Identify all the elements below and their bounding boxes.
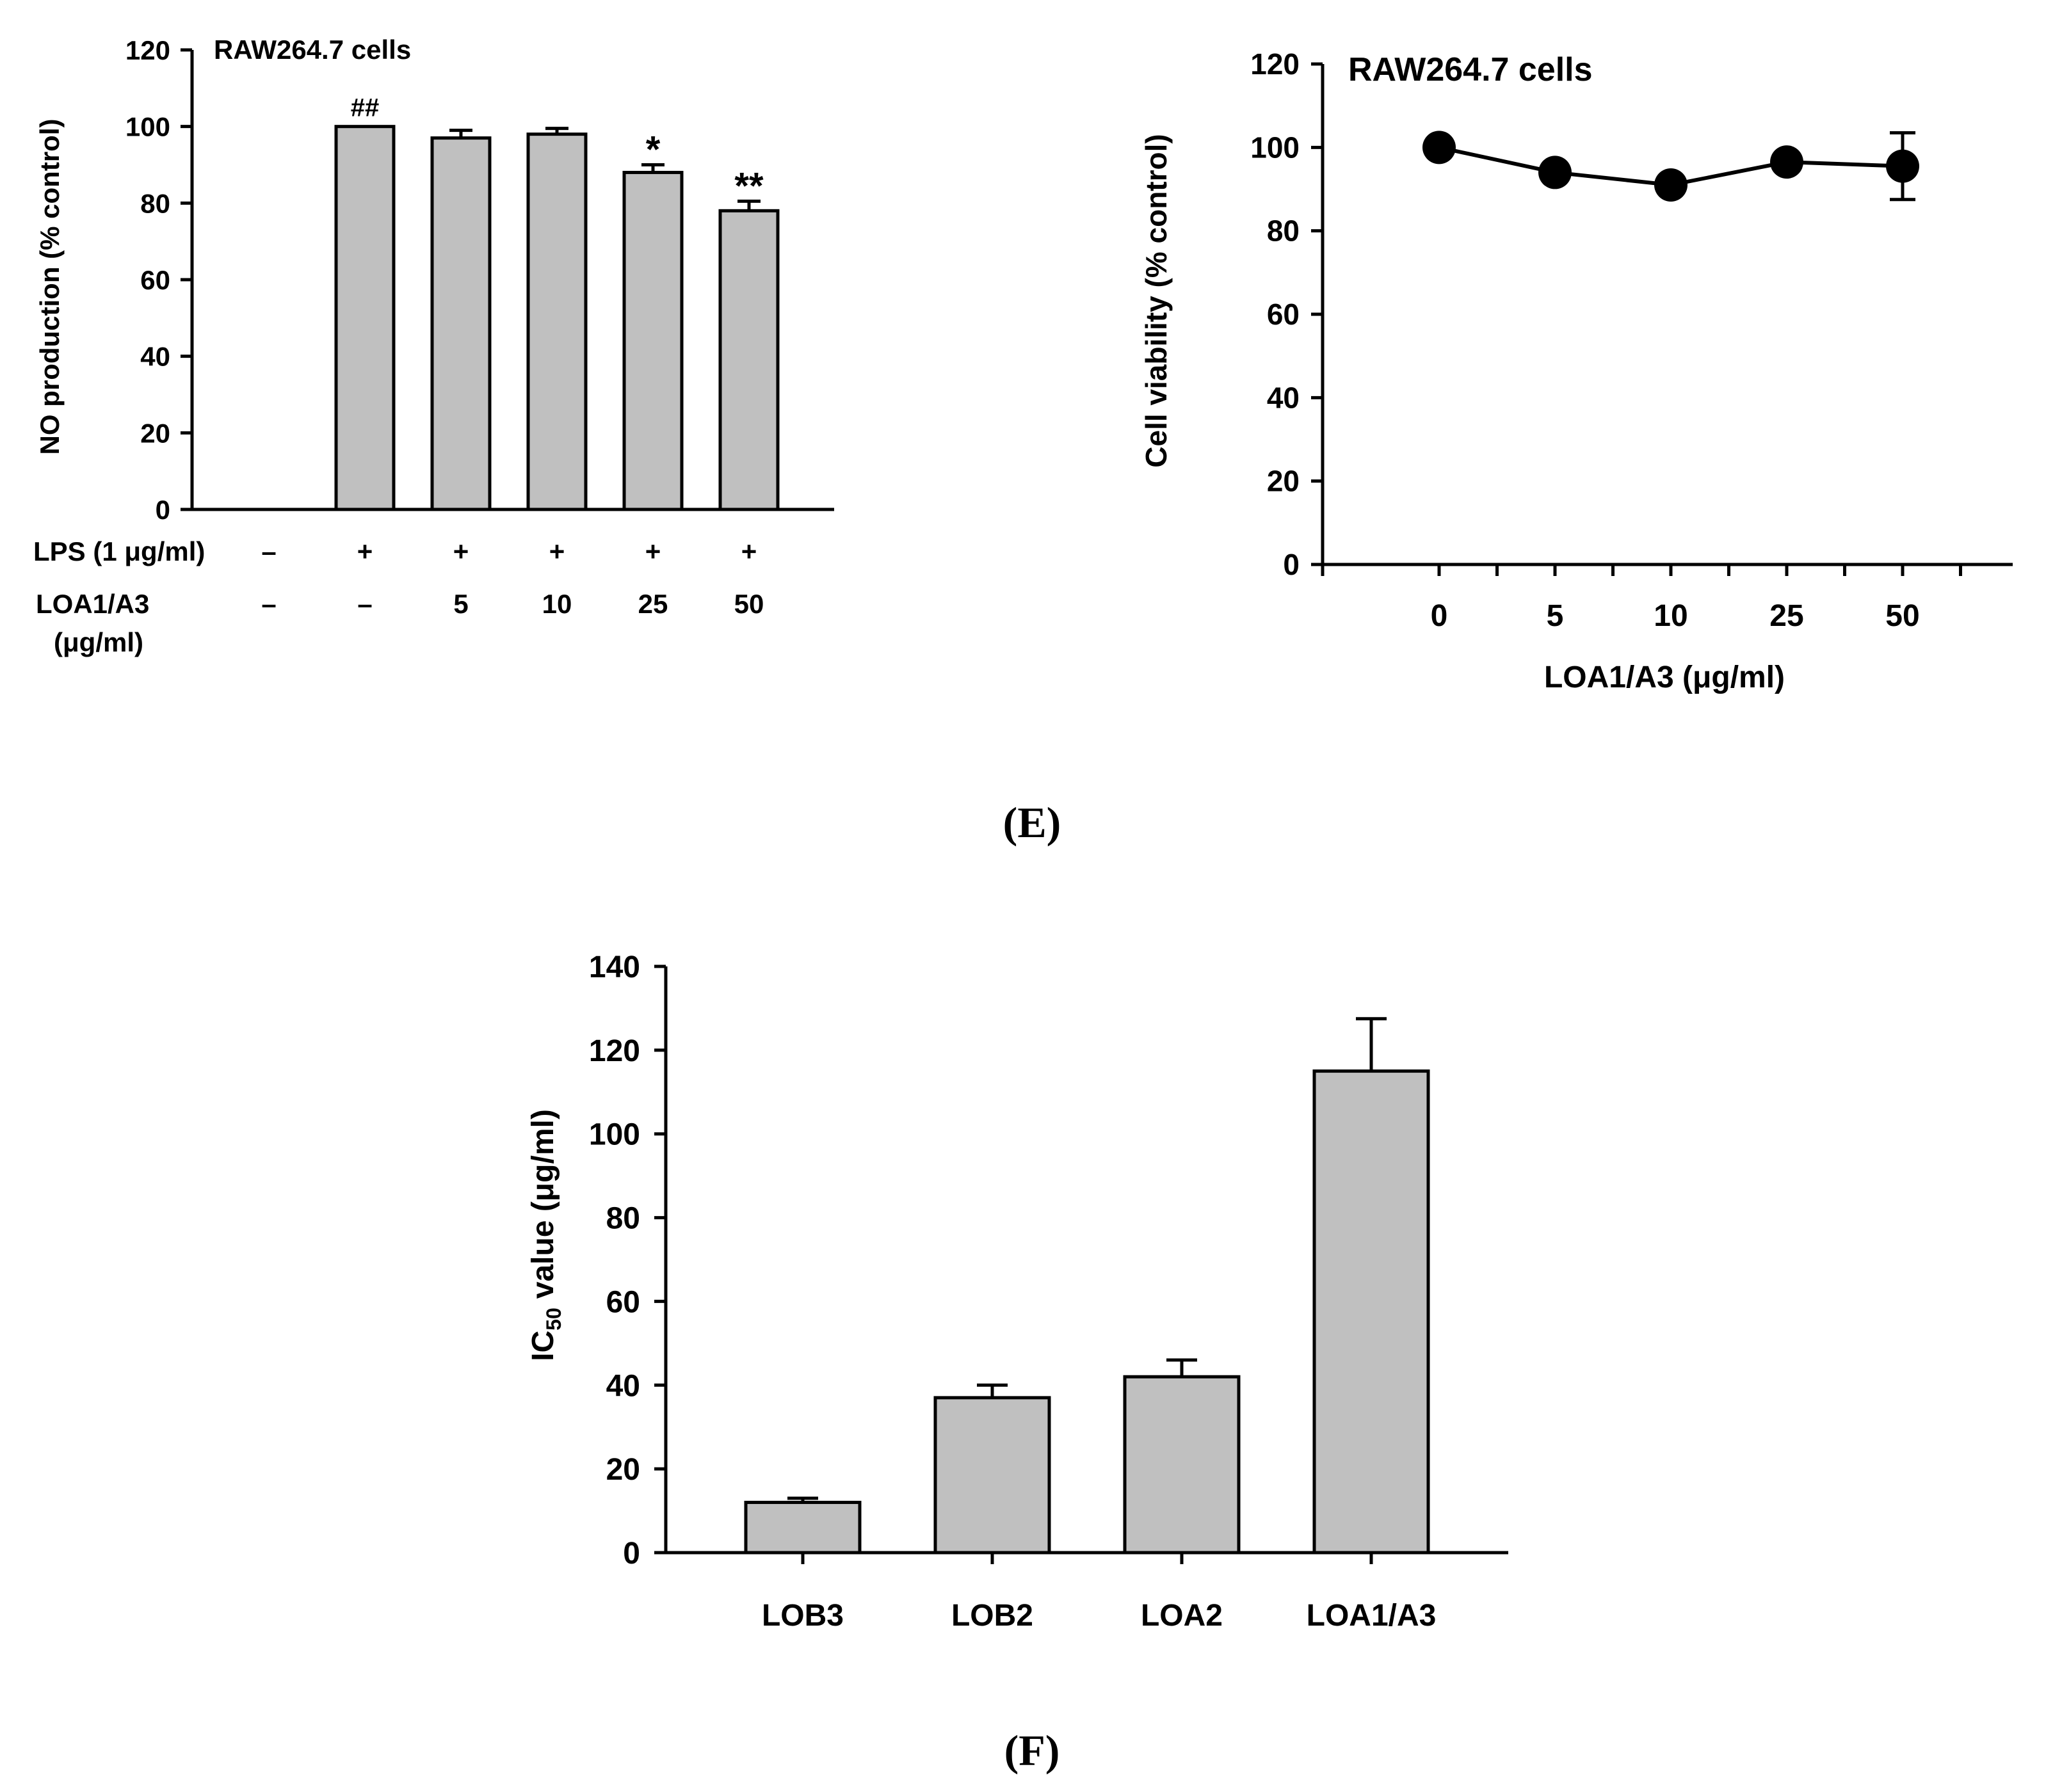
chart2-y-tick-label: 60 bbox=[1267, 298, 1300, 331]
chart1-bar bbox=[334, 125, 396, 511]
chart2-y-tick-label: 100 bbox=[1250, 131, 1300, 164]
chart1-y-axis-label: NO production (% control) bbox=[35, 119, 65, 455]
chart2-y-tick-label: 40 bbox=[1267, 381, 1300, 414]
chart1-y-tick-label: 40 bbox=[140, 342, 170, 372]
chart1-y-tick-label: 80 bbox=[140, 188, 170, 218]
chart3-bar bbox=[1123, 1375, 1241, 1555]
chart1-loa-value: 50 bbox=[734, 589, 764, 619]
chart3-y-tick-label: 0 bbox=[623, 1537, 640, 1571]
chart1-y-tick-label: 0 bbox=[156, 495, 170, 525]
chart1-lps-value: + bbox=[645, 536, 661, 566]
no-production-chart: RAW264.7 cells NO production (% control)… bbox=[33, 35, 834, 657]
chart3-y-label-rest: value (μg/ml) bbox=[526, 1109, 560, 1299]
chart1-lps-value: + bbox=[453, 536, 469, 566]
chart1-loa-row-label: LOA1/A3 bbox=[36, 589, 149, 619]
chart2-data-point bbox=[1538, 156, 1572, 189]
chart2-x-tick-label: 5 bbox=[1547, 599, 1564, 633]
chart1-bar bbox=[430, 136, 492, 511]
chart3-y-axis-label: IC50 value (μg/ml) bbox=[526, 1109, 565, 1361]
chart1-y-tick-label: 60 bbox=[140, 265, 170, 295]
chart3-category-label: LOA2 bbox=[1141, 1599, 1223, 1633]
chart2-y-tick-label: 80 bbox=[1267, 214, 1300, 248]
panel-label-f: (F) bbox=[1004, 1726, 1060, 1775]
chart3-y-tick-label: 140 bbox=[589, 950, 640, 984]
chart2-x-tick-label: 0 bbox=[1431, 599, 1448, 633]
chart2-x-tick-label: 50 bbox=[1885, 599, 1919, 633]
chart1-significance-label: ** bbox=[734, 165, 764, 207]
chart1-bar bbox=[718, 209, 780, 511]
chart1-loa-value: 25 bbox=[638, 589, 668, 619]
chart3-y-tick-label: 60 bbox=[606, 1285, 640, 1319]
chart1-loa-row-unit: (μg/ml) bbox=[54, 627, 143, 657]
chart3-y-label-main: IC bbox=[526, 1331, 560, 1361]
chart1-significance-label: * bbox=[646, 129, 661, 171]
chart1-lps-value: + bbox=[741, 536, 757, 566]
chart1-loa-value: 10 bbox=[542, 589, 572, 619]
chart2-data-point bbox=[1654, 168, 1688, 202]
chart1-loa-value: – bbox=[261, 589, 276, 619]
chart2-data-point bbox=[1422, 131, 1456, 164]
chart3-y-tick-label: 20 bbox=[606, 1453, 640, 1487]
chart3-y-tick-label: 100 bbox=[589, 1118, 640, 1152]
chart3-y-tick-label: 80 bbox=[606, 1202, 640, 1236]
chart1-loa-value: 5 bbox=[453, 589, 468, 619]
cell-viability-chart: RAW264.7 cells Cell viability (% control… bbox=[1140, 47, 2013, 694]
chart1-lps-value: + bbox=[549, 536, 565, 566]
chart3-bar bbox=[1312, 1069, 1430, 1555]
chart3-y-tick-label: 40 bbox=[606, 1369, 640, 1403]
chart3-category-label: LOA1/A3 bbox=[1307, 1599, 1437, 1633]
chart2-y-tick-label: 20 bbox=[1267, 465, 1300, 498]
chart3-category-label: LOB2 bbox=[951, 1599, 1033, 1633]
chart1-title: RAW264.7 cells bbox=[214, 35, 411, 65]
chart2-data-point bbox=[1770, 145, 1803, 179]
chart1-lps-value: + bbox=[357, 536, 373, 566]
ic50-chart: IC50 value (μg/ml) 0 20 40 60 80 100 120 140 LOB… bbox=[526, 950, 1508, 1633]
chart2-title: RAW264.7 cells bbox=[1348, 51, 1593, 88]
chart1-y-tick-label: 100 bbox=[125, 112, 170, 142]
chart2-y-axis-label: Cell viability (% control) bbox=[1140, 134, 1173, 467]
chart1-lps-value: – bbox=[261, 536, 276, 566]
chart2-y-tick-label: 120 bbox=[1250, 47, 1300, 81]
chart1-loa-value: – bbox=[357, 589, 372, 619]
chart1-bar bbox=[622, 170, 684, 511]
chart1-y-tick-label: 120 bbox=[125, 35, 170, 65]
chart3-y-tick-label: 120 bbox=[589, 1034, 640, 1068]
panel-label-e: (E) bbox=[1003, 798, 1061, 847]
chart3-y-label-sub: 50 bbox=[542, 1308, 565, 1331]
chart1-bar bbox=[526, 132, 588, 511]
chart3-category-label: LOB3 bbox=[762, 1599, 844, 1633]
chart3-bar bbox=[744, 1500, 862, 1555]
chart1-lps-row-label: LPS (1 μg/ml) bbox=[33, 536, 205, 566]
chart2-x-tick-label: 25 bbox=[1769, 599, 1803, 633]
chart1-y-tick-label: 20 bbox=[140, 418, 170, 448]
chart2-data-point bbox=[1886, 149, 1919, 183]
chart2-x-axis-label: LOA1/A3 (μg/ml) bbox=[1544, 660, 1785, 694]
chart2-y-tick-label: 0 bbox=[1283, 548, 1300, 581]
chart1-significance-label: ## bbox=[351, 94, 380, 122]
chart2-x-tick-label: 10 bbox=[1654, 599, 1688, 633]
chart3-bar bbox=[933, 1396, 1051, 1555]
